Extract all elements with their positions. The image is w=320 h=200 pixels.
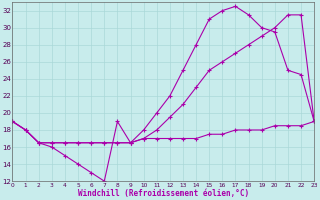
X-axis label: Windchill (Refroidissement éolien,°C): Windchill (Refroidissement éolien,°C)	[78, 189, 249, 198]
